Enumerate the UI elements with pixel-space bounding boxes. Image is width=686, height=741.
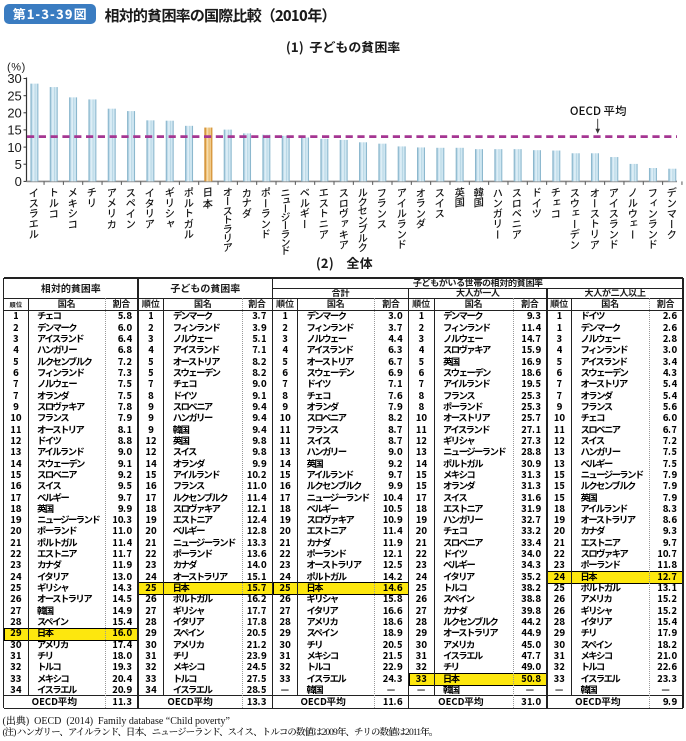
- svg-text:(%): (%): [7, 62, 26, 74]
- svg-text:10: 10: [7, 140, 21, 155]
- svg-text:30: 30: [7, 71, 21, 86]
- svg-text:25: 25: [7, 88, 21, 103]
- svg-text:15: 15: [7, 123, 21, 138]
- svg-text:0: 0: [15, 174, 22, 189]
- svg-text:5: 5: [15, 157, 22, 172]
- svg-text:20: 20: [7, 106, 21, 121]
